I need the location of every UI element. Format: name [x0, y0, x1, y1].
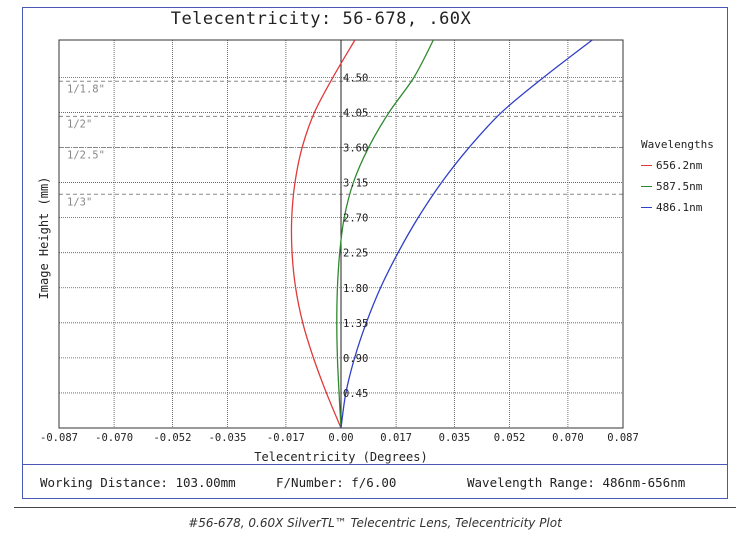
legend-label-486nm: 486.1nm	[656, 201, 703, 214]
y-tick-label-3: 1.80	[343, 283, 368, 295]
y-tick-label-5: 2.70	[343, 213, 368, 225]
x-tick-label-2: -0.052	[153, 432, 191, 444]
y-tick-label-7: 3.60	[343, 143, 368, 155]
series-line-587-5nm	[336, 39, 434, 429]
legend-item-587nm: 587.5nm	[641, 180, 702, 193]
x-tick-label-4: -0.017	[267, 432, 305, 444]
x-tick-label-6: 0.017	[380, 432, 412, 444]
sensor-label-1: 1/2"	[67, 118, 92, 130]
footer-frame	[22, 465, 728, 499]
y-tick-label-2: 1.35	[343, 318, 368, 330]
legend-item-656nm: 656.2nm	[641, 159, 702, 172]
x-tick-label-5: 0.00	[328, 432, 353, 444]
sensor-label-3: 1/3"	[67, 196, 92, 208]
legend-item-486nm: 486.1nm	[641, 201, 702, 214]
y-tick-label-9: 4.50	[343, 72, 368, 84]
caption-separator	[14, 507, 736, 508]
series-line-656-2nm	[290, 39, 356, 429]
figure-caption: #56-678, 0.60X SilverTL™ Telecentric Len…	[188, 516, 562, 530]
y-tick-label-8: 4.05	[343, 107, 368, 119]
legend-label-587nm: 587.5nm	[656, 180, 703, 193]
legend-label-656nm: 656.2nm	[656, 159, 703, 172]
y-tick-label-4: 2.25	[343, 248, 368, 260]
x-axis-label: Telecentricity (Degrees)	[254, 450, 428, 464]
f-number: F/Number: f/6.00	[276, 475, 397, 490]
x-tick-label-10: 0.087	[607, 432, 639, 444]
legend-title: Wavelengths	[641, 138, 714, 151]
wavelength-range: Wavelength Range: 486nm-656nm	[467, 475, 686, 490]
x-tick-label-9: 0.070	[552, 432, 584, 444]
series-line-486-1nm	[340, 39, 593, 429]
x-tick-label-1: -0.070	[95, 432, 133, 444]
y-tick-label-1: 0.90	[343, 353, 368, 365]
legend-swatch-587nm	[641, 186, 652, 187]
x-tick-label-8: 0.052	[494, 432, 526, 444]
y-tick-label-0: 0.45	[343, 388, 368, 400]
y-tick-label-6: 3.15	[343, 178, 368, 190]
working-distance: Working Distance: 103.00mm	[40, 475, 236, 490]
legend-swatch-656nm	[641, 165, 652, 166]
x-tick-label-7: 0.035	[439, 432, 471, 444]
chart-frame	[22, 7, 728, 465]
x-tick-label-3: -0.035	[209, 432, 247, 444]
chart-title: Telecentricity: 56-678, .60X	[170, 9, 472, 29]
legend-swatch-486nm	[641, 207, 652, 208]
sensor-label-0: 1/1.8"	[67, 83, 105, 95]
sensor-label-2: 1/2.5"	[67, 150, 105, 162]
x-tick-label-0: -0.087	[40, 432, 78, 444]
